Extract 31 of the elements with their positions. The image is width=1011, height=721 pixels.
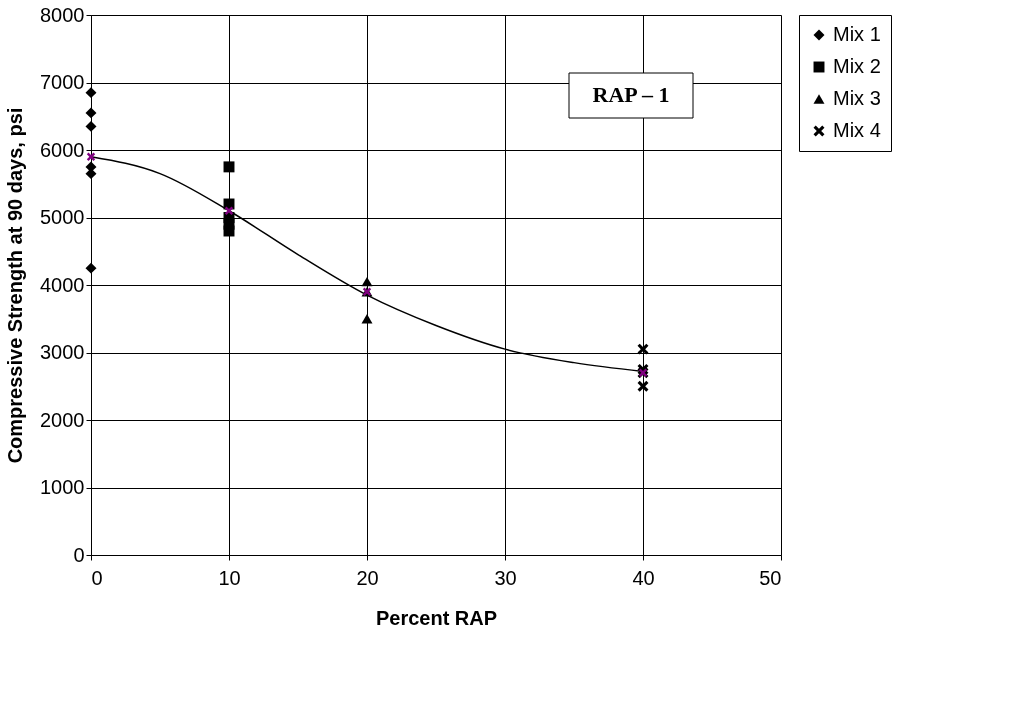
- x-tick-label: 30: [494, 566, 517, 589]
- point: [224, 206, 234, 215]
- x-tick-label: 20: [356, 566, 379, 589]
- legend-label: Mix 3: [833, 87, 881, 109]
- y-tick-label: 7000: [40, 71, 85, 93]
- point: [637, 343, 649, 355]
- y-tick-label: 5000: [40, 206, 85, 228]
- legend-label: Mix 1: [833, 23, 881, 45]
- y-tick-label: 4000: [40, 273, 85, 296]
- y-tick-label: 6000: [40, 138, 85, 161]
- y-tick-label: 0: [73, 543, 85, 566]
- x-tick-label: 0: [91, 566, 103, 589]
- point: [637, 380, 649, 392]
- x-tick-label: 40: [632, 566, 655, 589]
- y-tick-label: 2000: [40, 408, 85, 431]
- point: [223, 161, 235, 173]
- point: [85, 87, 97, 99]
- legend-label: Mix 2: [833, 55, 881, 77]
- point: [85, 120, 97, 132]
- point: [85, 262, 97, 274]
- y-tick-label: 8000: [40, 3, 85, 26]
- point: [85, 107, 97, 119]
- annotation: RAP – 1: [592, 82, 670, 107]
- y-axis-title: Compressive Strength at 90 days, psi: [4, 107, 27, 464]
- y-tick-label: 1000: [40, 476, 85, 498]
- x-axis-title: Percent RAP: [375, 606, 498, 629]
- y-tick-label: 3000: [40, 341, 85, 363]
- x-tick-label: 10: [218, 566, 241, 589]
- x-tick-label: 50: [759, 566, 782, 589]
- legend-label: Mix 4: [833, 119, 881, 141]
- point: [361, 276, 373, 287]
